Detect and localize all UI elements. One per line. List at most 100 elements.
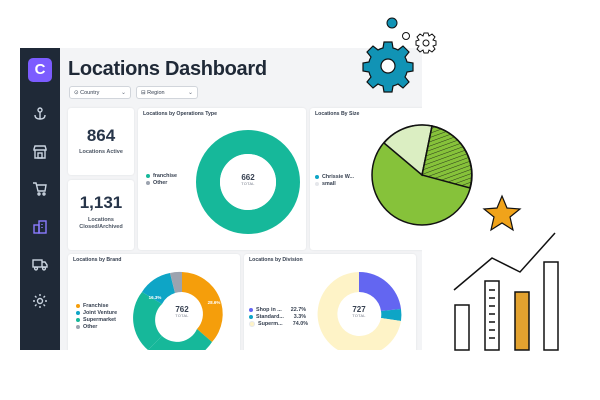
region-filter[interactable]: ⊟ Region ⌄	[136, 86, 198, 99]
legend-label: Supermarket	[83, 316, 116, 323]
brand-title: Locations by Brand	[73, 257, 122, 263]
legend-swatch	[76, 324, 80, 329]
chevron-down-icon: ⌄	[120, 90, 126, 96]
cart-icon[interactable]	[32, 181, 48, 197]
legend-label: Superm...	[258, 320, 283, 327]
division-title: Locations by Division	[249, 257, 303, 263]
buildings-icon[interactable]	[32, 219, 48, 235]
main-content: Locations Dashboard ⊙ Country ⌄ ⊟ Region…	[60, 48, 422, 350]
star-icon	[482, 194, 522, 232]
kpi-active-card: 864 Locations Active	[68, 108, 134, 175]
brand-legend: Franchise Joint Venture Supermarket Othe…	[76, 302, 117, 330]
filter-icon: ⊟	[141, 90, 148, 96]
donut-segment-joint-venture[interactable]	[142, 273, 175, 304]
size-legend: Chrissie W... small	[315, 173, 354, 187]
kpi-closed-label-2: Closed/Archived	[79, 224, 123, 230]
legend-label: Franchise	[83, 302, 109, 309]
division-total: 727	[352, 305, 366, 314]
legend-item[interactable]: small	[315, 180, 354, 187]
donut-segment-other[interactable]	[170, 271, 182, 293]
ops-type-card: Locations by Operations Type franchise O…	[138, 108, 306, 250]
division-legend: Shop in ... 22.7% Standard... 3.3% Superm.…	[249, 306, 308, 327]
legend-pct: 22.7%	[290, 306, 306, 313]
legend-swatch	[76, 303, 80, 308]
ops-type-total-label: TOTAL	[241, 182, 255, 186]
legend-label: Chrissie W...	[322, 173, 355, 180]
sidebar: C	[20, 48, 60, 350]
donut-segment-franchise[interactable]	[182, 272, 223, 342]
donut-segment-supermarket-2[interactable]	[133, 292, 162, 350]
kpi-active-label: Locations Active	[79, 149, 123, 155]
legend-label: Other	[153, 179, 168, 186]
division-total-label: TOTAL	[352, 314, 366, 318]
legend-swatch	[249, 320, 255, 327]
legend-item[interactable]: Joint Venture	[76, 309, 117, 316]
dashboard-screenshot: C Locations Dashboard ⊙ Country ⌄ ⊟ Regi…	[20, 48, 422, 350]
legend-swatch	[249, 314, 253, 319]
legend-item[interactable]: Standard... 3.3%	[249, 313, 308, 320]
legend-label: Standard...	[256, 313, 284, 320]
legend-swatch	[315, 174, 319, 179]
legend-item[interactable]: Chrissie W...	[315, 173, 354, 180]
legend-label: Other	[83, 323, 98, 330]
legend-swatch	[146, 173, 150, 178]
legend-swatch	[76, 317, 80, 322]
anchor-icon[interactable]	[32, 106, 48, 122]
legend-swatch	[146, 180, 150, 185]
bar-chart-icon	[453, 232, 559, 351]
donut-segment-supermarket[interactable]	[317, 272, 401, 350]
donut-segment-standard[interactable]	[381, 309, 402, 321]
ops-type-legend: franchise Other	[146, 172, 177, 186]
legend-pct: 3.3%	[293, 313, 306, 320]
legend-item[interactable]: Supermarket	[76, 316, 117, 323]
brand-center: 762 TOTAL	[167, 305, 197, 318]
legend-item[interactable]: Other	[76, 323, 117, 330]
filter-icon: ⊙	[74, 90, 81, 96]
legend-label: Shop in ...	[256, 306, 282, 313]
legend-swatch	[249, 307, 253, 312]
kpi-closed-card: 1,131 Locations Closed/Archived	[68, 180, 134, 250]
legend-item[interactable]: Shop in ... 22.7%	[249, 306, 308, 313]
division-card: Locations by Division Shop in ... 22.7% S…	[244, 254, 416, 350]
dot-icon	[386, 17, 398, 29]
chevron-down-icon: ⌄	[187, 90, 193, 96]
legend-item[interactable]: Other	[146, 179, 177, 186]
legend-swatch	[315, 181, 319, 186]
ops-type-center: 662 TOTAL	[228, 173, 268, 186]
truck-icon[interactable]	[32, 256, 48, 272]
region-filter-label: Region	[147, 90, 165, 96]
donut-segment-franchise[interactable]	[196, 130, 300, 234]
legend-item[interactable]: franchise	[146, 172, 177, 179]
division-donut	[317, 271, 402, 350]
legend-label: Joint Venture	[83, 309, 118, 316]
legend-label: small	[322, 180, 336, 187]
legend-item[interactable]: Franchise	[76, 302, 117, 309]
ops-type-total: 662	[241, 173, 255, 182]
legend-item[interactable]: Superm... 74.0%	[249, 320, 308, 327]
franchise-pct-label: 28.6%	[208, 300, 221, 305]
app-logo[interactable]: C	[28, 58, 52, 82]
legend-pct: 74.0%	[292, 320, 308, 327]
gear-icon[interactable]	[32, 293, 48, 309]
country-filter-label: Country	[80, 90, 100, 96]
country-filter[interactable]: ⊙ Country ⌄	[69, 86, 131, 99]
size-card: Locations By Size Chrissie W... small	[310, 108, 422, 250]
size-title: Locations By Size	[315, 111, 360, 117]
brand-total: 762	[175, 305, 189, 314]
legend-swatch	[76, 310, 80, 315]
page-title: Locations Dashboard	[68, 58, 267, 80]
donut-segment-shop-in[interactable]	[359, 271, 401, 311]
kpi-active-value: 864	[86, 126, 116, 145]
joint-venture-pct-label: 16.3%	[149, 295, 162, 300]
brand-total-label: TOTAL	[175, 314, 189, 318]
division-center: 727 TOTAL	[344, 305, 374, 318]
donut-hole	[220, 154, 276, 210]
storefront-icon[interactable]	[32, 144, 48, 160]
brand-donut: 28.6% 16.3%	[133, 271, 223, 350]
dot-icon	[402, 32, 410, 40]
donut-segment-supermarket[interactable]	[148, 329, 212, 350]
ops-type-title: Locations by Operations Type	[143, 111, 217, 117]
ops-type-donut	[196, 130, 300, 234]
brand-card: Locations by Brand Franchise Joint Ventu…	[68, 254, 240, 350]
legend-label: franchise	[153, 172, 177, 179]
